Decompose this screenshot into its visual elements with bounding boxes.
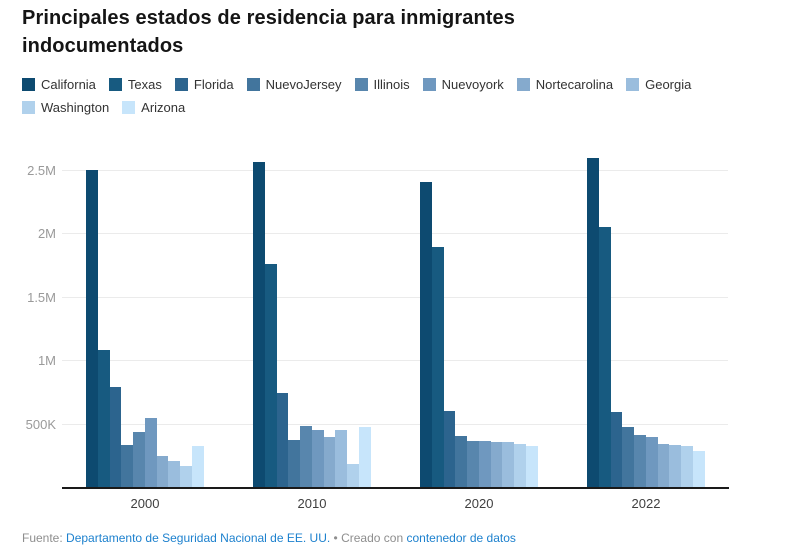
bar-arizona-2020[interactable] <box>525 446 538 488</box>
legend-item-nuevoyork[interactable]: Nuevoyork <box>422 77 504 92</box>
bar-georgia-2020[interactable] <box>502 442 515 488</box>
y-axis-tick-500k: 500K <box>25 416 56 432</box>
bar-arizona-2022[interactable] <box>692 451 705 488</box>
legend-label: Texas <box>127 77 162 92</box>
legend-label: Georgia <box>645 77 692 92</box>
x-axis-label-2020: 2020 <box>464 496 494 511</box>
legend-swatch <box>626 78 640 91</box>
legend-label: Arizona <box>141 100 186 115</box>
bar-georgia-2000[interactable] <box>168 461 181 488</box>
gridline-500k <box>62 423 728 425</box>
bar-washington-2020[interactable] <box>514 443 526 488</box>
bar-nortecarolina-2000[interactable] <box>156 456 169 488</box>
bar-washington-2022[interactable] <box>681 446 693 488</box>
legend-item-nuevojersey[interactable]: NuevoJersey <box>246 77 342 92</box>
legend-swatch <box>122 101 136 114</box>
bar-nuevojersey-2010[interactable] <box>288 439 301 488</box>
legend-item-washington[interactable]: Washington <box>22 100 109 115</box>
bar-florida-2022[interactable] <box>610 411 623 488</box>
created-with-text: • Creado con <box>333 531 404 545</box>
legend-swatch <box>422 78 436 91</box>
bar-nuevoyork-2000[interactable] <box>144 418 157 488</box>
legend-item-nortecarolina[interactable]: Nortecarolina <box>516 77 614 92</box>
legend-label: Illinois <box>373 77 410 92</box>
bar-georgia-2022[interactable] <box>669 444 682 488</box>
legend-item-arizona[interactable]: Arizona <box>122 100 185 115</box>
legend-item-illinois[interactable]: Illinois <box>354 77 410 92</box>
y-axis-tick-1.5m: 1.5M <box>27 289 56 305</box>
bar-illinois-2010[interactable] <box>300 425 312 488</box>
bar-texas-2020[interactable] <box>431 247 444 488</box>
bar-texas-2022[interactable] <box>598 226 611 488</box>
legend-label: Nuevoyork <box>441 77 504 92</box>
bar-florida-2000[interactable] <box>109 386 122 488</box>
bar-nortecarolina-2010[interactable] <box>323 437 336 488</box>
bar-nuevojersey-2020[interactable] <box>455 436 468 488</box>
legend: California Texas Florida NuevoJersey Illinoi… <box>22 77 777 123</box>
source-link[interactable]: Departamento de Seguridad Nacional de EE… <box>66 531 331 545</box>
x-axis-label-2022: 2022 <box>631 496 661 511</box>
bar-washington-2000[interactable] <box>180 466 192 488</box>
legend-label: California <box>41 77 96 92</box>
bar-texas-2010[interactable] <box>264 263 277 488</box>
y-axis-tick-2m: 2M <box>37 226 56 242</box>
legend-item-georgia[interactable]: Georgia <box>626 77 691 92</box>
x-axis-line <box>62 487 729 489</box>
bar-california-2010[interactable] <box>253 162 265 488</box>
bar-texas-2000[interactable] <box>97 349 110 488</box>
bar-illinois-2022[interactable] <box>634 434 646 488</box>
legend-swatch <box>108 78 122 91</box>
bar-california-2000[interactable] <box>86 169 98 488</box>
legend-swatch <box>354 78 368 91</box>
legend-swatch <box>246 78 260 91</box>
x-axis-label-2000: 2000 <box>130 496 160 511</box>
legend-item-california[interactable]: California <box>22 77 96 92</box>
bar-nuevoyork-2020[interactable] <box>478 441 491 488</box>
bar-florida-2020[interactable] <box>443 410 456 488</box>
tool-link[interactable]: contenedor de datos <box>406 531 516 545</box>
bar-washington-2010[interactable] <box>347 463 359 488</box>
bar-florida-2010[interactable] <box>276 392 289 488</box>
bar-nuevoyork-2022[interactable] <box>645 437 658 488</box>
bar-arizona-2000[interactable] <box>191 446 204 488</box>
bar-california-2020[interactable] <box>420 182 432 488</box>
legend-swatch <box>516 78 530 91</box>
bar-illinois-2020[interactable] <box>467 441 479 488</box>
bar-california-2022[interactable] <box>587 158 599 488</box>
chart-title: Principales estados de residencia para i… <box>22 7 515 57</box>
footer: Fuente: Departamento de Seguridad Nacion… <box>22 531 772 545</box>
bar-nuevojersey-2022[interactable] <box>622 427 635 488</box>
gridline-2m <box>62 233 728 235</box>
legend-item-texas[interactable]: Texas <box>108 77 162 92</box>
y-axis-tick-2.5m: 2.5M <box>27 163 56 178</box>
bar-nuevoyork-2010[interactable] <box>311 429 324 488</box>
legend-label: Washington <box>41 100 110 115</box>
legend-swatch <box>174 78 188 91</box>
y-axis-tick-1m: 1M <box>37 353 56 369</box>
legend-item-florida[interactable]: Florida <box>174 77 234 92</box>
gridline-1m <box>62 360 728 362</box>
gridline-1.5m <box>62 296 728 298</box>
gridline-2.5m <box>62 170 728 171</box>
source-prefix: Fuente: <box>22 531 63 545</box>
bar-nortecarolina-2020[interactable] <box>490 442 503 488</box>
bar-georgia-2010[interactable] <box>335 429 348 488</box>
legend-swatch <box>22 101 35 114</box>
bar-illinois-2000[interactable] <box>133 432 145 488</box>
x-axis-label-2010: 2010 <box>297 496 327 511</box>
bar-arizona-2010[interactable] <box>358 427 371 488</box>
legend-label: Nortecarolina <box>535 77 614 92</box>
legend-label: Florida <box>193 77 234 92</box>
bar-nortecarolina-2022[interactable] <box>657 443 670 488</box>
bar-nuevojersey-2000[interactable] <box>121 444 134 488</box>
legend-swatch <box>22 78 35 91</box>
legend-label: NuevoJersey <box>265 77 342 92</box>
